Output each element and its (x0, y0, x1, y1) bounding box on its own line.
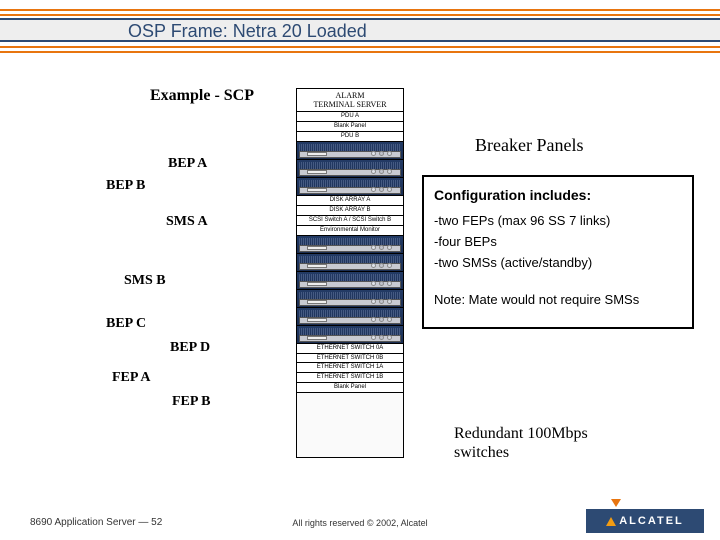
rack-row-label: Environmental Monitor (297, 226, 403, 236)
server-unit (297, 142, 403, 160)
footer-center: All rights reserved © 2002, Alcatel (292, 518, 427, 528)
accent-bar-under-2 (0, 51, 720, 53)
config-note: Note: Mate would not require SMSs (434, 292, 684, 307)
subtitle: Example - SCP (150, 87, 254, 105)
alcatel-logo: ALCATEL (586, 509, 704, 533)
rack-row-label: PDU B (297, 132, 403, 142)
server-unit (297, 308, 403, 326)
rack-row-label: ETHERNET SWITCH 1A (297, 363, 403, 373)
rack-row-label: DISK ARRAY B (297, 206, 403, 216)
accent-bar-top-2 (0, 14, 720, 16)
rack-row-label: Blank Panel (297, 383, 403, 393)
rack-diagram: ALARMTERMINAL SERVERPDU ABlank PanelPDU … (296, 88, 404, 458)
accent-bar-top-1 (0, 9, 720, 11)
rack-side-label: BEP D (170, 340, 210, 356)
rack-row-label: DISK ARRAY A (297, 196, 403, 206)
server-unit (297, 326, 403, 344)
rack-side-label: SMS A (166, 214, 208, 230)
rack-row-label: SCSI Switch A / SCSI Switch B (297, 216, 403, 226)
breaker-panels-label: Breaker Panels (475, 135, 583, 156)
config-heading: Configuration includes: (434, 187, 684, 203)
rack-side-label: BEP C (106, 316, 146, 332)
server-unit (297, 254, 403, 272)
config-line-3: -two SMSs (active/standby) (434, 255, 684, 270)
config-line-1: -two FEPs (max 96 SS 7 links) (434, 213, 684, 228)
rack-side-label: SMS B (124, 273, 166, 289)
redundant-line-2: switches (454, 443, 588, 462)
rack-row-label: ALARMTERMINAL SERVER (297, 89, 403, 112)
rack-row-label: Blank Panel (297, 122, 403, 132)
accent-bar-under-1 (0, 46, 720, 48)
slide: OSP Frame: Netra 20 Loaded Example - SCP… (0, 0, 720, 540)
server-unit (297, 160, 403, 178)
rack-side-label: FEP A (112, 370, 151, 386)
rack-row-label: ETHERNET SWITCH 0A (297, 344, 403, 354)
rack-side-label: BEP B (106, 178, 145, 194)
rack-row-label: PDU A (297, 112, 403, 122)
page-title: OSP Frame: Netra 20 Loaded (0, 18, 720, 42)
server-unit (297, 272, 403, 290)
redundant-line-1: Redundant 100Mbps (454, 424, 588, 443)
rack-row-label: ETHERNET SWITCH 0B (297, 354, 403, 364)
rack-side-label: BEP A (168, 156, 207, 172)
footer-left: 8690 Application Server — 52 (30, 517, 162, 528)
server-unit (297, 236, 403, 254)
logo-triangle-icon (606, 517, 616, 526)
redundant-switches-label: Redundant 100Mbps switches (454, 424, 588, 462)
server-unit (297, 178, 403, 196)
server-unit (297, 290, 403, 308)
config-line-2: -four BEPs (434, 234, 684, 249)
rack-side-label: FEP B (172, 394, 211, 410)
rack-row-label: ETHERNET SWITCH 1B (297, 373, 403, 383)
logo-text: ALCATEL (619, 515, 684, 527)
config-box: Configuration includes: -two FEPs (max 9… (422, 175, 694, 329)
footer-triangle-icon (611, 499, 618, 506)
